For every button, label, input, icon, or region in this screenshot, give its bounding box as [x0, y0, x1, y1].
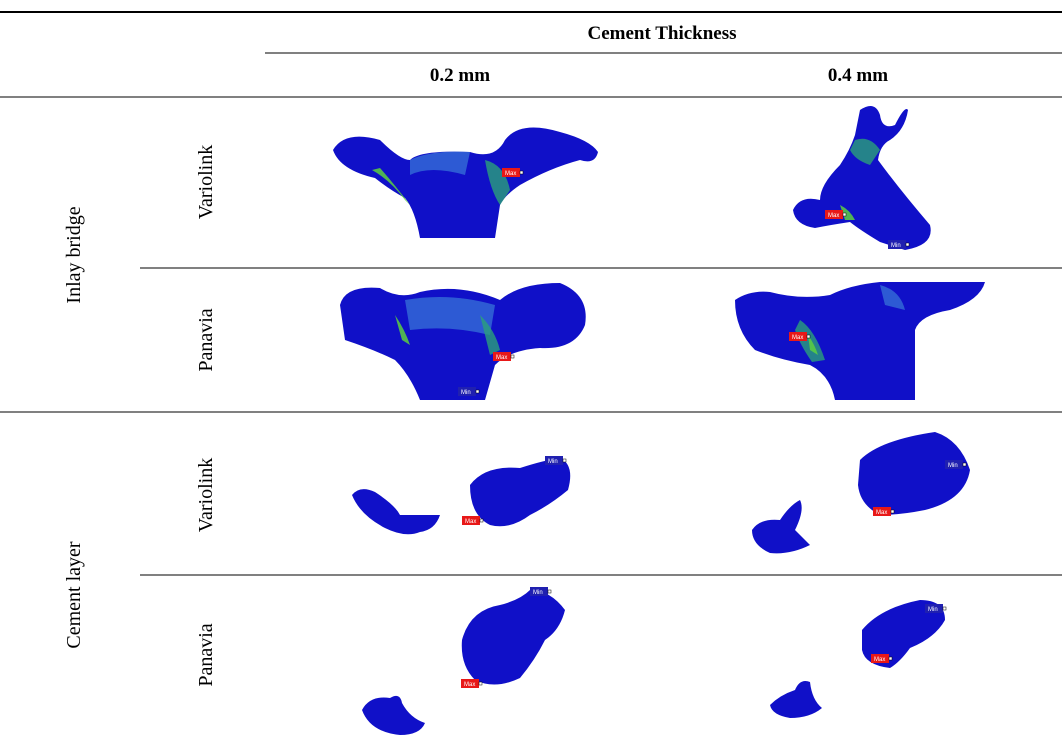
max-point [843, 213, 846, 216]
max-point [511, 355, 514, 358]
fea-image [333, 128, 598, 239]
fea-image [340, 283, 586, 400]
group-label: Inlay bridge [63, 206, 85, 303]
min-label: Min [461, 390, 471, 396]
max-label: Max [505, 171, 516, 177]
max-label: Max [876, 510, 887, 516]
page: Cement Thickness 0.2 mm 0.4 mm Inlay bri… [0, 0, 1062, 743]
fea-image [362, 590, 565, 735]
column-header: 0.4 mm [828, 65, 888, 86]
max-point [480, 519, 483, 522]
max-point [479, 682, 482, 685]
min-point [476, 390, 479, 393]
max-point [520, 171, 523, 174]
max-point [807, 335, 810, 338]
max-label: Max [496, 355, 507, 361]
max-label: Max [792, 335, 803, 341]
column-header: 0.2 mm [430, 65, 490, 86]
group-label: Cement layer [63, 541, 85, 649]
fea-image [352, 458, 570, 534]
max-point [891, 510, 894, 513]
min-label: Min [533, 590, 543, 596]
max-point [889, 657, 892, 660]
min-label: Min [891, 243, 901, 249]
fea-image [793, 106, 931, 250]
min-point [943, 607, 946, 610]
header-title: Cement Thickness [587, 23, 736, 44]
fea-image [770, 600, 945, 718]
table-figure: Cement Thickness 0.2 mm 0.4 mm Inlay bri… [0, 0, 1062, 743]
row-label: Variolink [195, 458, 217, 532]
row-label: Panavia [195, 623, 217, 686]
fea-image [735, 282, 985, 400]
max-label: Max [874, 657, 885, 663]
fea-image [752, 432, 970, 553]
min-point [963, 463, 966, 466]
max-label: Max [465, 519, 476, 525]
row-label: Panavia [195, 308, 217, 371]
max-label: Max [828, 213, 839, 219]
row-label: Variolink [195, 145, 217, 219]
min-point [906, 243, 909, 246]
min-label: Min [928, 607, 938, 613]
min-point [563, 459, 566, 462]
min-label: Min [948, 463, 958, 469]
min-point [548, 590, 551, 593]
min-label: Min [548, 459, 558, 465]
max-label: Max [464, 682, 475, 688]
